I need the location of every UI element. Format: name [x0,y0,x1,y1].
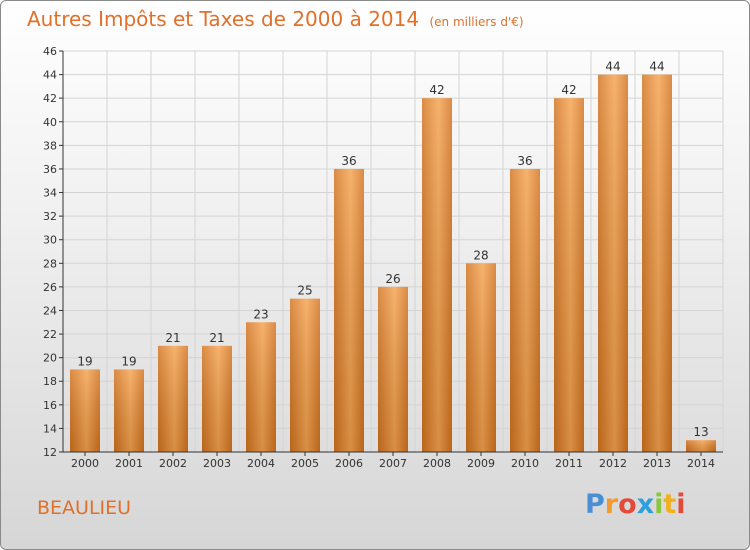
x-tick-label-2009: 2009 [467,457,495,470]
logo-letter: P [585,489,605,520]
bar-shade-2008 [422,98,452,453]
y-tick-label: 36 [43,163,57,176]
axes [59,50,723,456]
value-label-2001: 19 [121,354,136,368]
value-label-2009: 28 [473,248,488,262]
bar-shade-2001 [114,369,144,452]
x-tick-label-2004: 2004 [247,457,275,470]
x-tick-label-2003: 2003 [203,457,231,470]
x-tick-label-2010: 2010 [511,457,539,470]
logo-letter: r [604,489,619,520]
proxiti-logo: Proxiti [585,489,686,520]
value-label-2010: 36 [517,154,532,168]
y-tick-label: 24 [43,304,57,317]
value-label-2007: 26 [385,272,400,286]
y-tick-label: 32 [43,210,57,223]
value-label-2008: 42 [429,83,444,97]
bars [70,74,716,453]
bar-shade-2006 [334,168,364,453]
bar-shade-2005 [290,298,320,452]
logo-letter: i [654,489,664,520]
bar-shade-2004 [246,322,276,452]
value-label-2006: 36 [341,154,356,168]
y-tick-label: 14 [43,422,57,435]
x-tick-label-2014: 2014 [687,457,715,470]
value-label-2004: 23 [253,307,268,321]
bar-shade-2009 [466,263,496,452]
logo-letter: t [663,489,677,520]
commune-name: BEAULIEU [37,497,132,519]
y-tick-label: 26 [43,281,57,294]
x-tick-label-2006: 2006 [335,457,363,470]
value-label-2005: 25 [297,284,312,298]
y-tick-label: 30 [43,234,57,247]
y-tick-label: 42 [43,92,57,105]
bar-shade-2000 [70,369,100,452]
bar-shade-2014 [686,440,716,452]
y-tick-label: 22 [43,328,57,341]
y-tick-label: 16 [43,399,57,412]
y-tick-label: 46 [43,45,57,58]
value-label-2000: 19 [77,354,92,368]
value-label-2014: 13 [693,425,708,439]
y-tick-label: 18 [43,375,57,388]
labels: 12 14 16 18 20 22 24 26 28 30 32 34 36 38 40 42 44 46 19 20… [43,45,715,470]
bar-shade-2007 [378,286,408,452]
y-tick-label: 34 [43,187,57,200]
x-tick-label-2000: 2000 [71,457,99,470]
y-tick-label: 28 [43,257,57,270]
x-tick-label-2007: 2007 [379,457,407,470]
y-tick-label: 20 [43,352,57,365]
logo-letter: x [636,489,655,520]
logo-letter: i [676,489,686,520]
chart-subtitle: (en milliers d'€) [429,15,524,29]
value-label-2012: 44 [605,60,620,74]
bar-shade-2011 [554,98,584,453]
y-tick-label: 38 [43,139,57,152]
chart-title: Autres Impôts et Taxes de 2000 à 2014 (e… [27,7,524,31]
value-label-2011: 42 [561,83,576,97]
value-label-2002: 21 [165,331,180,345]
x-tick-label-2013: 2013 [643,457,671,470]
bar-shade-2012 [598,74,628,453]
y-tick-label: 44 [43,69,57,82]
chart-title-text: Autres Impôts et Taxes de 2000 à 2014 [27,7,420,31]
x-tick-label-2002: 2002 [159,457,187,470]
x-tick-label-2012: 2012 [599,457,627,470]
bar-shade-2002 [158,345,188,452]
x-tick-label-2005: 2005 [291,457,319,470]
bar-shade-2003 [202,345,232,452]
x-tick-label-2001: 2001 [115,457,143,470]
value-label-2013: 44 [649,60,664,74]
y-tick-label: 12 [43,446,57,459]
x-tick-label-2011: 2011 [555,457,583,470]
bar-shade-2010 [510,168,540,453]
value-label-2003: 21 [209,331,224,345]
bar-shade-2013 [642,74,672,453]
logo-letter: o [618,489,637,520]
x-tick-label-2008: 2008 [423,457,451,470]
y-tick-label: 40 [43,116,57,129]
